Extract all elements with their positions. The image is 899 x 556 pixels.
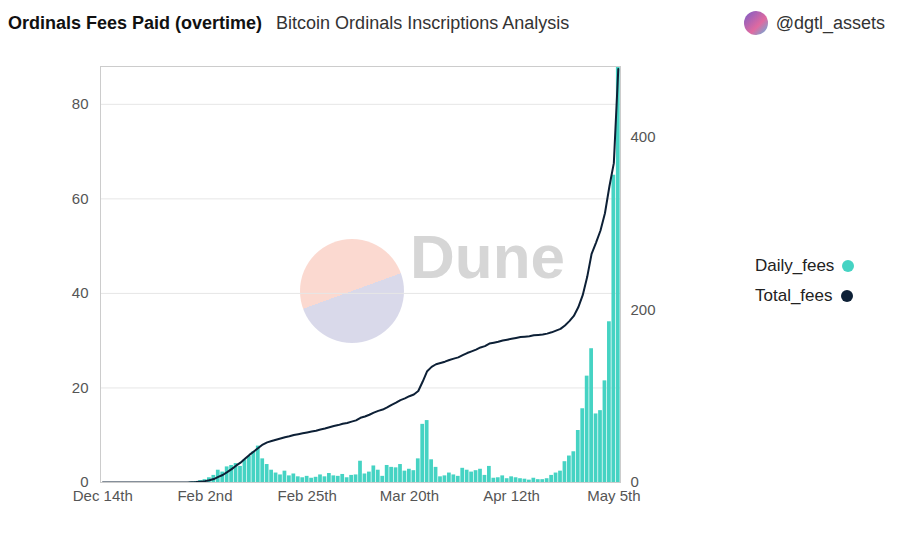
svg-text:40: 40 [72, 284, 89, 301]
svg-text:May 5th: May 5th [587, 487, 641, 505]
svg-text:Feb 25th: Feb 25th [278, 487, 337, 504]
svg-text:Mar 20th: Mar 20th [380, 487, 439, 504]
html-text:Daily_fees: Daily_fees [755, 256, 835, 275]
html-text:Total_fees: Total_fees [755, 286, 833, 305]
svg-text:80: 80 [72, 95, 89, 112]
svg-text:Apr 12th: Apr 12th [483, 487, 540, 504]
svg-text:Dec 14th: Dec 14th [72, 487, 133, 505]
svg-text:0: 0 [631, 473, 639, 490]
svg-text:0: 0 [80, 473, 88, 490]
html-text:Dune: Dune [410, 222, 565, 291]
svg-text:60: 60 [72, 190, 89, 207]
svg-text:20: 20 [72, 379, 89, 396]
html-text:Bitcoin Ordinals Inscriptions: Bitcoin Ordinals Inscriptions Analysis [276, 12, 570, 33]
svg-text:200: 200 [631, 301, 656, 318]
svg-text:400: 400 [631, 128, 656, 145]
html-text:Ordinals Fees Paid (overtime): Ordinals Fees Paid (overtime) [8, 12, 263, 33]
svg-text:Feb 2nd: Feb 2nd [177, 487, 232, 504]
html-text:@dgtl_assets: @dgtl_assets [775, 12, 885, 33]
